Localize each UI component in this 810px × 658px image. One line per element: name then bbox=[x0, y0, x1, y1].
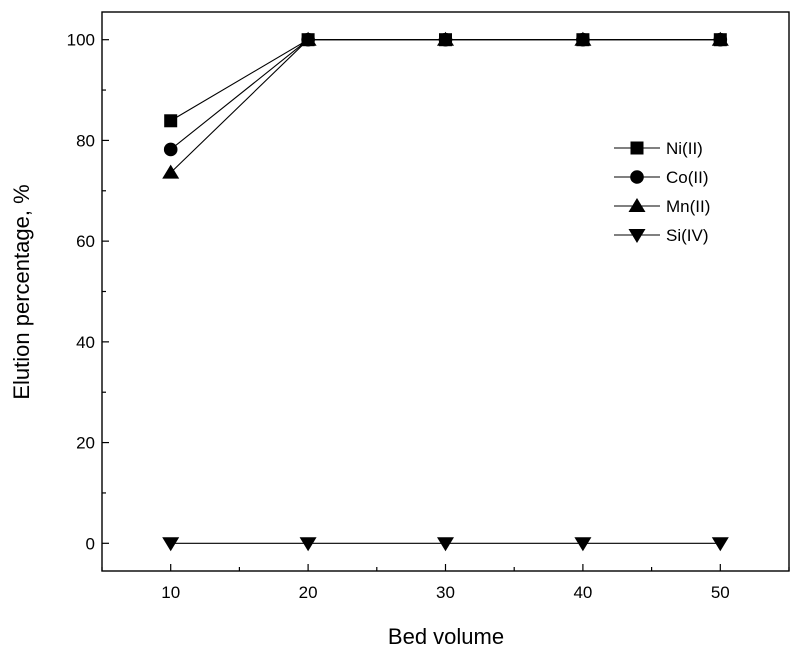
legend-label: Co(II) bbox=[666, 168, 709, 187]
y-axis-title: Elution percentage, % bbox=[9, 184, 34, 399]
y-tick-label: 20 bbox=[76, 434, 95, 453]
data-point bbox=[162, 164, 180, 179]
legend-item: Si(IV) bbox=[614, 226, 709, 245]
series-ni-ii bbox=[164, 33, 727, 128]
legend-label: Si(IV) bbox=[666, 226, 709, 245]
series-co-ii bbox=[163, 32, 728, 157]
x-axis-title: Bed volume bbox=[388, 624, 504, 649]
legend-item: Mn(II) bbox=[614, 197, 710, 216]
y-axis-ticks: 0 20 40 60 80 100 bbox=[67, 31, 109, 553]
series-line bbox=[170, 39, 721, 150]
legend-label: Ni(II) bbox=[666, 139, 703, 158]
x-tick-label: 30 bbox=[436, 583, 455, 602]
legend-marker bbox=[628, 229, 646, 243]
legend-label: Mn(II) bbox=[666, 197, 710, 216]
x-tick-label: 40 bbox=[573, 583, 592, 602]
x-tick-label: 20 bbox=[299, 583, 318, 602]
y-tick-label: 80 bbox=[76, 131, 95, 150]
data-point bbox=[574, 537, 592, 552]
plot-area-frame bbox=[101, 11, 790, 572]
legend-marker bbox=[628, 198, 646, 212]
series-si-iv bbox=[162, 537, 729, 552]
data-point bbox=[711, 31, 729, 46]
x-axis-ticks: 10 20 30 40 50 bbox=[101, 564, 790, 602]
data-point bbox=[437, 31, 454, 46]
series-group bbox=[162, 31, 729, 552]
data-point bbox=[299, 537, 317, 552]
data-point bbox=[164, 114, 178, 128]
data-point bbox=[299, 31, 317, 46]
data-point bbox=[437, 537, 454, 552]
y-tick-label: 40 bbox=[76, 333, 95, 352]
data-point bbox=[163, 142, 178, 157]
data-point bbox=[574, 31, 592, 46]
y-tick-label: 60 bbox=[76, 232, 95, 251]
y-tick-label: 0 bbox=[86, 534, 95, 553]
legend-item: Ni(II) bbox=[614, 139, 703, 158]
data-point bbox=[711, 537, 729, 552]
legend-marker bbox=[630, 170, 644, 184]
data-point bbox=[162, 537, 180, 552]
legend: Ni(II) Co(II) Mn(II) Si(IV) bbox=[614, 139, 710, 245]
series-line bbox=[170, 39, 721, 122]
series-mn-ii bbox=[162, 31, 729, 179]
x-tick-label: 50 bbox=[711, 583, 730, 602]
y-tick-label: 100 bbox=[67, 31, 95, 50]
legend-marker bbox=[630, 141, 644, 155]
x-tick-label: 10 bbox=[161, 583, 180, 602]
legend-item: Co(II) bbox=[614, 168, 709, 187]
